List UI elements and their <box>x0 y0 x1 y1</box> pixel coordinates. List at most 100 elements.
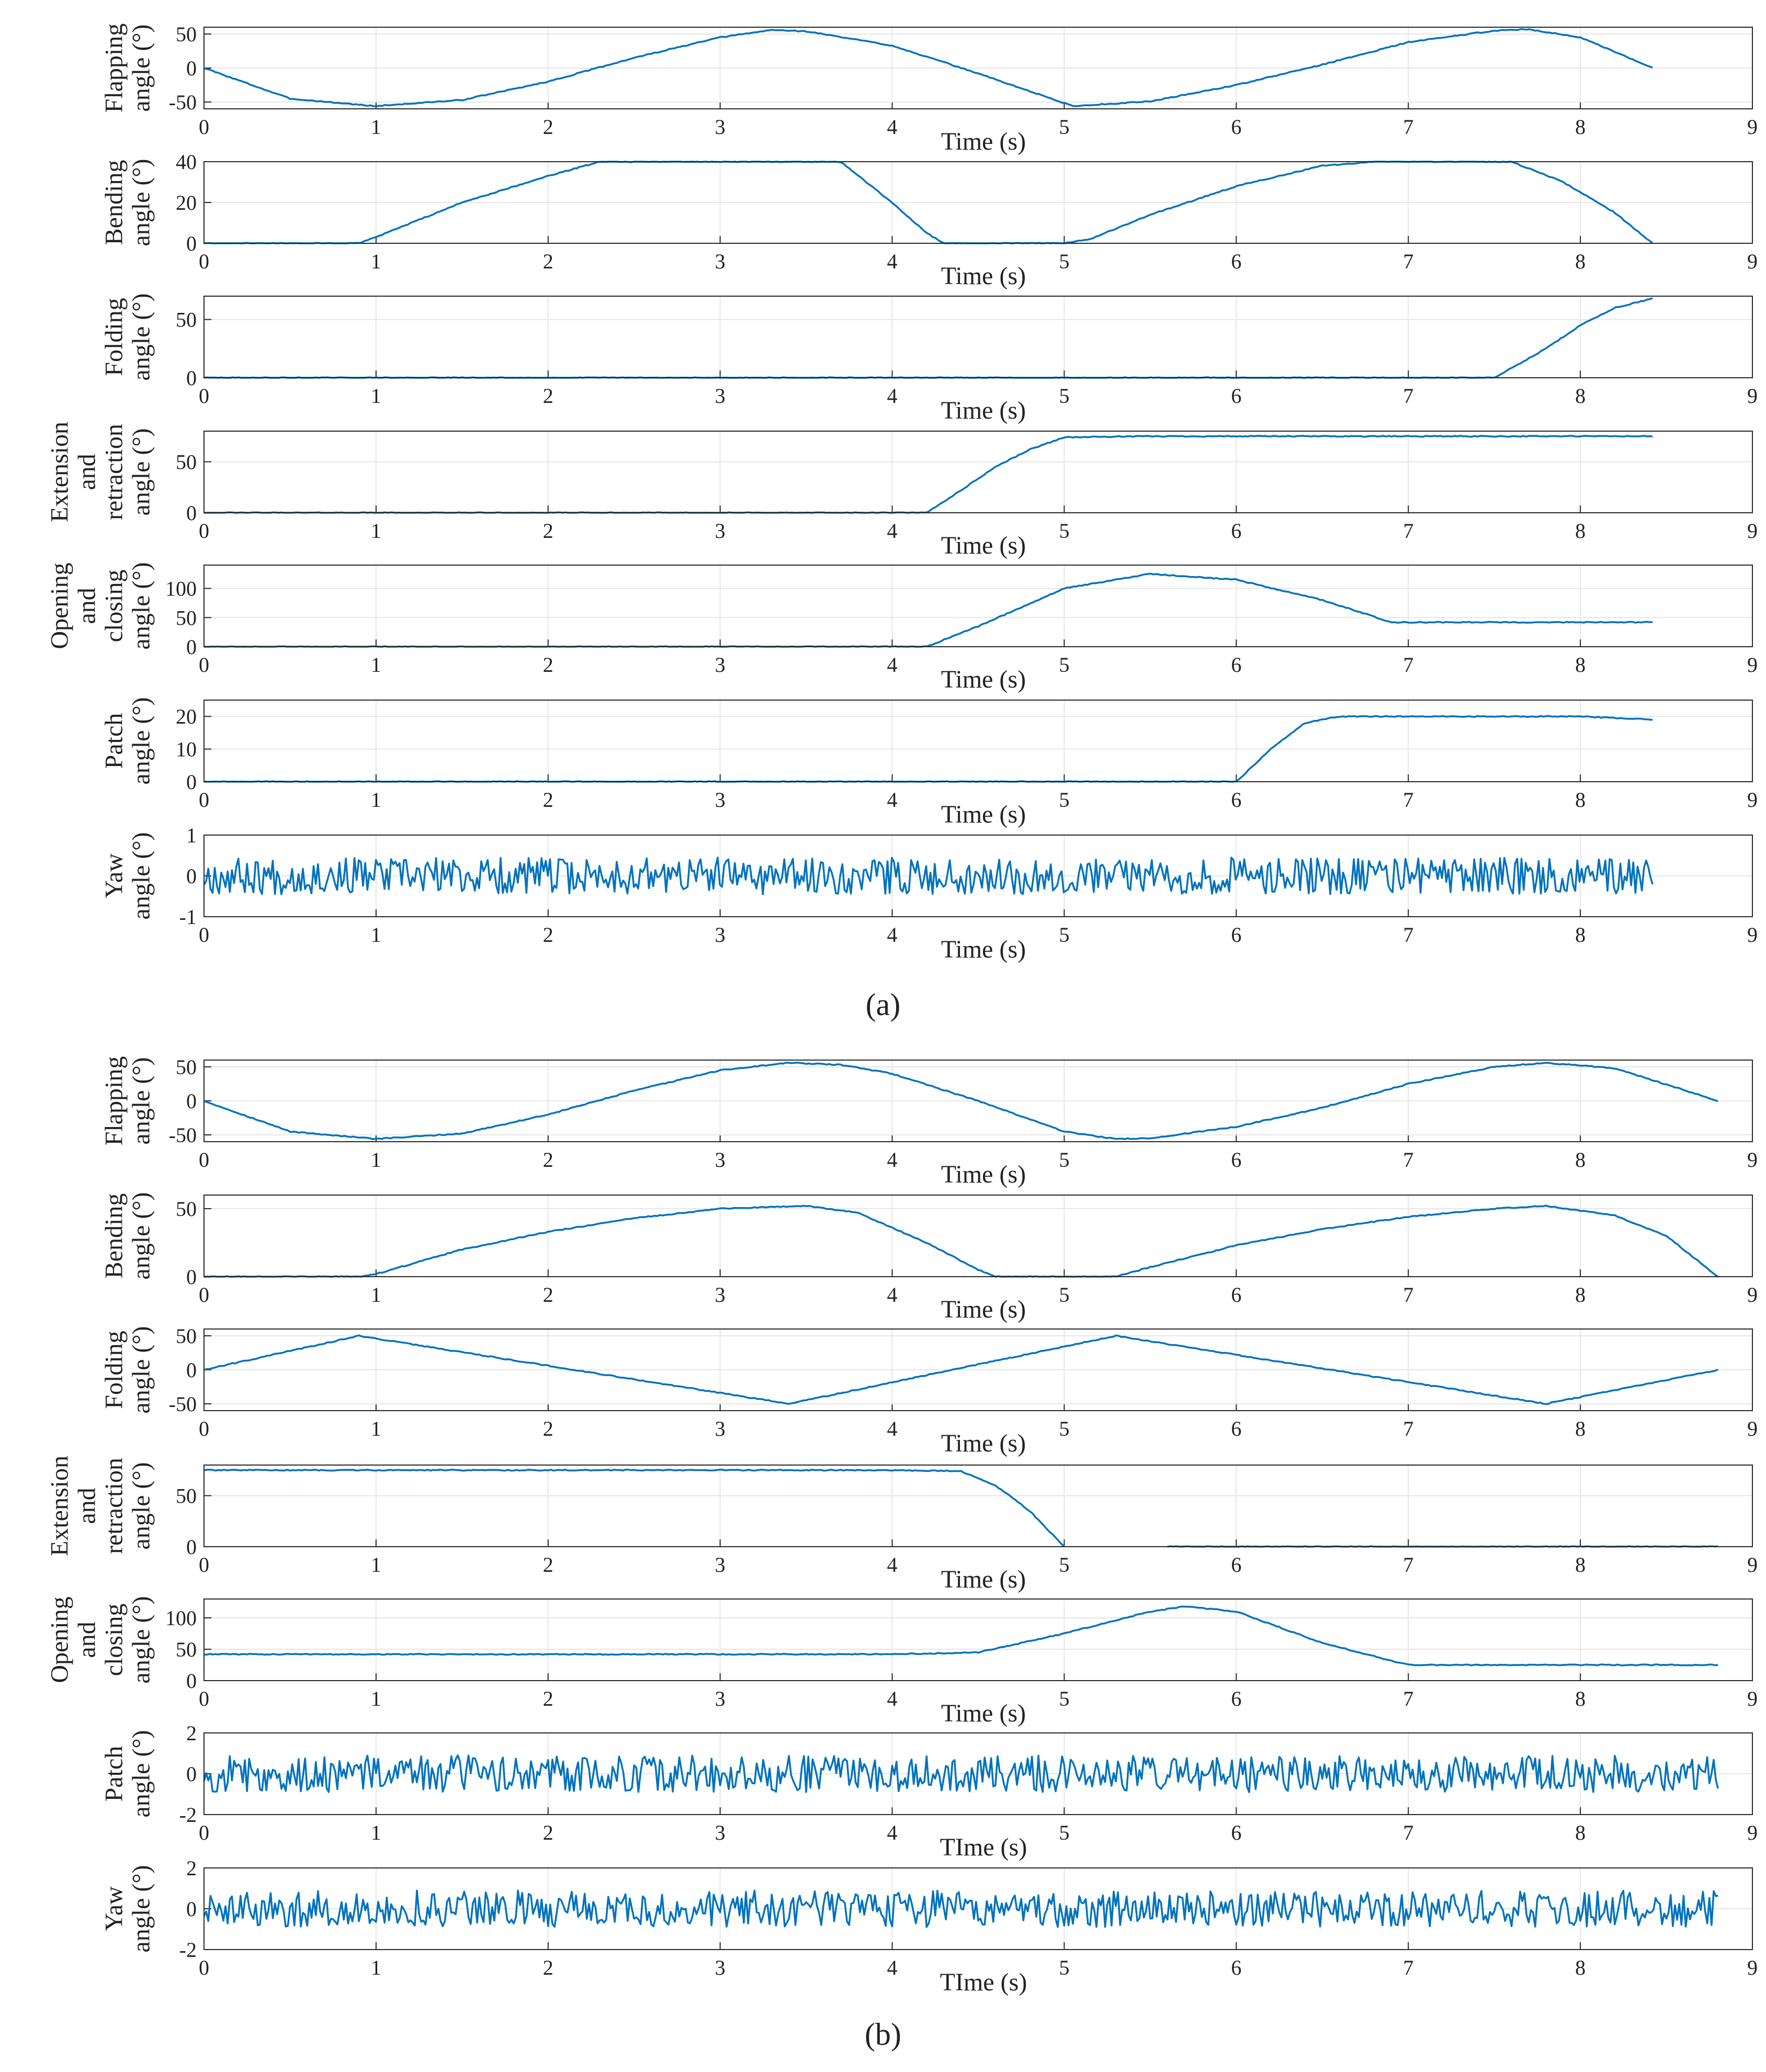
y-tick-label: 0 <box>186 1358 197 1382</box>
series-line <box>203 1334 1718 1405</box>
y-axis-label: Opening <box>46 1596 74 1683</box>
y-tick-label: -50 <box>169 91 197 114</box>
x-tick-label: 2 <box>543 1553 553 1576</box>
x-tick-label: 0 <box>199 653 209 677</box>
axes-box <box>203 296 1753 378</box>
x-tick-label: 0 <box>199 519 209 543</box>
y-axis-label: angle (°) <box>128 159 155 246</box>
y-tick-label: 20 <box>176 705 197 728</box>
y-tick-label: 40 <box>176 150 197 174</box>
series-line <box>203 1605 1718 1666</box>
y-tick-label: 50 <box>176 308 197 332</box>
x-tick-label: 7 <box>1403 1821 1413 1844</box>
axes-box <box>203 1598 1753 1681</box>
y-axis-label: angle (°) <box>128 428 155 515</box>
y-axis-label: angle (°) <box>128 1596 155 1683</box>
x-tick-label: 9 <box>1747 1687 1758 1710</box>
x-tick-label: 3 <box>715 1148 726 1172</box>
x-tick-label: 9 <box>1747 384 1758 408</box>
x-tick-label: 7 <box>1403 115 1413 139</box>
axes-box <box>203 1195 1753 1277</box>
y-tick-label: 2 <box>186 1856 197 1880</box>
x-tick-label: 1 <box>371 115 381 139</box>
series-line <box>203 857 1654 895</box>
x-tick-label: 3 <box>715 1687 726 1710</box>
x-tick-label: 5 <box>1059 1687 1069 1710</box>
x-tick-label: 6 <box>1231 1283 1241 1307</box>
x-tick-label: 0 <box>199 384 209 408</box>
y-axis-label: angle (°) <box>128 1057 155 1144</box>
y-tick-label: 0 <box>186 635 197 659</box>
x-tick-label: 9 <box>1747 519 1758 543</box>
x-tick-label: 1 <box>371 1956 381 1979</box>
y-tick-label: 1 <box>186 824 197 847</box>
x-tick-label: 0 <box>199 1821 209 1844</box>
x-tick-label: 7 <box>1403 519 1413 543</box>
y-axis-label: closing <box>100 1604 128 1676</box>
axes-box <box>203 431 1753 513</box>
y-tick-label: 0 <box>186 1669 197 1693</box>
y-axis-label: angle (°) <box>128 1865 155 1952</box>
x-tick-label: 6 <box>1231 788 1241 812</box>
x-tick-label: 9 <box>1747 250 1758 273</box>
x-axis-label: TIme (s) <box>940 1968 1027 1996</box>
x-tick-label: 1 <box>371 250 381 273</box>
x-tick-label: 1 <box>371 1417 381 1440</box>
y-tick-label: 50 <box>176 1484 197 1508</box>
x-tick-label: 2 <box>543 653 553 677</box>
y-axis-label: Patch <box>100 713 128 769</box>
x-tick-label: 0 <box>199 115 209 139</box>
series-line <box>203 28 1653 108</box>
y-tick-label: 100 <box>165 577 197 601</box>
x-tick-label: 5 <box>1059 923 1069 947</box>
y-axis-label: Opening <box>46 562 74 649</box>
y-axis-label: angle (°) <box>128 1192 155 1279</box>
x-tick-label: 7 <box>1403 250 1413 273</box>
y-tick-label: 50 <box>176 22 197 46</box>
x-tick-label: 0 <box>199 1553 209 1576</box>
x-tick-label: 4 <box>887 923 898 947</box>
x-tick-label: 5 <box>1059 1283 1069 1307</box>
x-tick-label: 9 <box>1747 1553 1758 1576</box>
x-tick-label: 0 <box>199 1687 209 1710</box>
x-tick-label: 6 <box>1231 250 1241 273</box>
x-tick-label: 3 <box>715 1283 726 1307</box>
x-tick-label: 5 <box>1059 384 1069 408</box>
y-axis-label: Patch <box>100 1746 128 1802</box>
x-tick-label: 6 <box>1231 1148 1241 1172</box>
panel-label: (a) <box>866 987 901 1022</box>
series-line <box>203 297 1653 379</box>
x-tick-label: 5 <box>1059 653 1069 677</box>
x-tick-label: 1 <box>371 788 381 812</box>
x-tick-label: 1 <box>371 519 381 543</box>
axes-box <box>203 1328 1753 1411</box>
y-axis-label: Bending <box>100 1193 128 1279</box>
x-tick-label: 8 <box>1575 1687 1586 1710</box>
subplot-a-folding: 0 1 2 3 4 5 6 7 8 9 0 50 Time (s) Folding angle (°) <box>100 293 1758 424</box>
x-tick-label: 8 <box>1575 1148 1586 1172</box>
x-tick-label: 9 <box>1747 653 1758 677</box>
subplot-a-bending: 0 1 2 3 4 5 6 7 8 9 0 20 40 Time (s) Bending angle (°) <box>100 150 1758 290</box>
x-tick-label: 3 <box>715 923 726 947</box>
subplot-b-opening: 0 1 2 3 4 5 6 7 8 9 0 50 100 Time (s) Opening and closin… <box>46 1596 1758 1727</box>
subplot-b-extension: 0 1 2 3 4 5 6 7 8 9 0 50 Time (s) Extension and retract… <box>46 1456 1758 1593</box>
x-tick-label: 2 <box>543 1687 553 1710</box>
x-tick-label: 9 <box>1747 1956 1758 1979</box>
x-axis-label: Time (s) <box>941 1566 1026 1593</box>
y-tick-label: 100 <box>165 1606 197 1630</box>
x-tick-label: 3 <box>715 1821 726 1844</box>
x-tick-label: 2 <box>543 1956 553 1979</box>
y-axis-label: Bending <box>100 160 128 245</box>
subplot-b-bending: 0 1 2 3 4 5 6 7 8 9 0 50 Time (s) Bending angle (°) <box>100 1192 1758 1323</box>
x-tick-label: 8 <box>1575 1417 1586 1440</box>
x-tick-label: 3 <box>715 1956 726 1979</box>
x-tick-label: 9 <box>1747 1417 1758 1440</box>
x-tick-label: 5 <box>1059 1417 1069 1440</box>
x-tick-label: 5 <box>1059 788 1069 812</box>
x-tick-label: 0 <box>199 1417 209 1440</box>
